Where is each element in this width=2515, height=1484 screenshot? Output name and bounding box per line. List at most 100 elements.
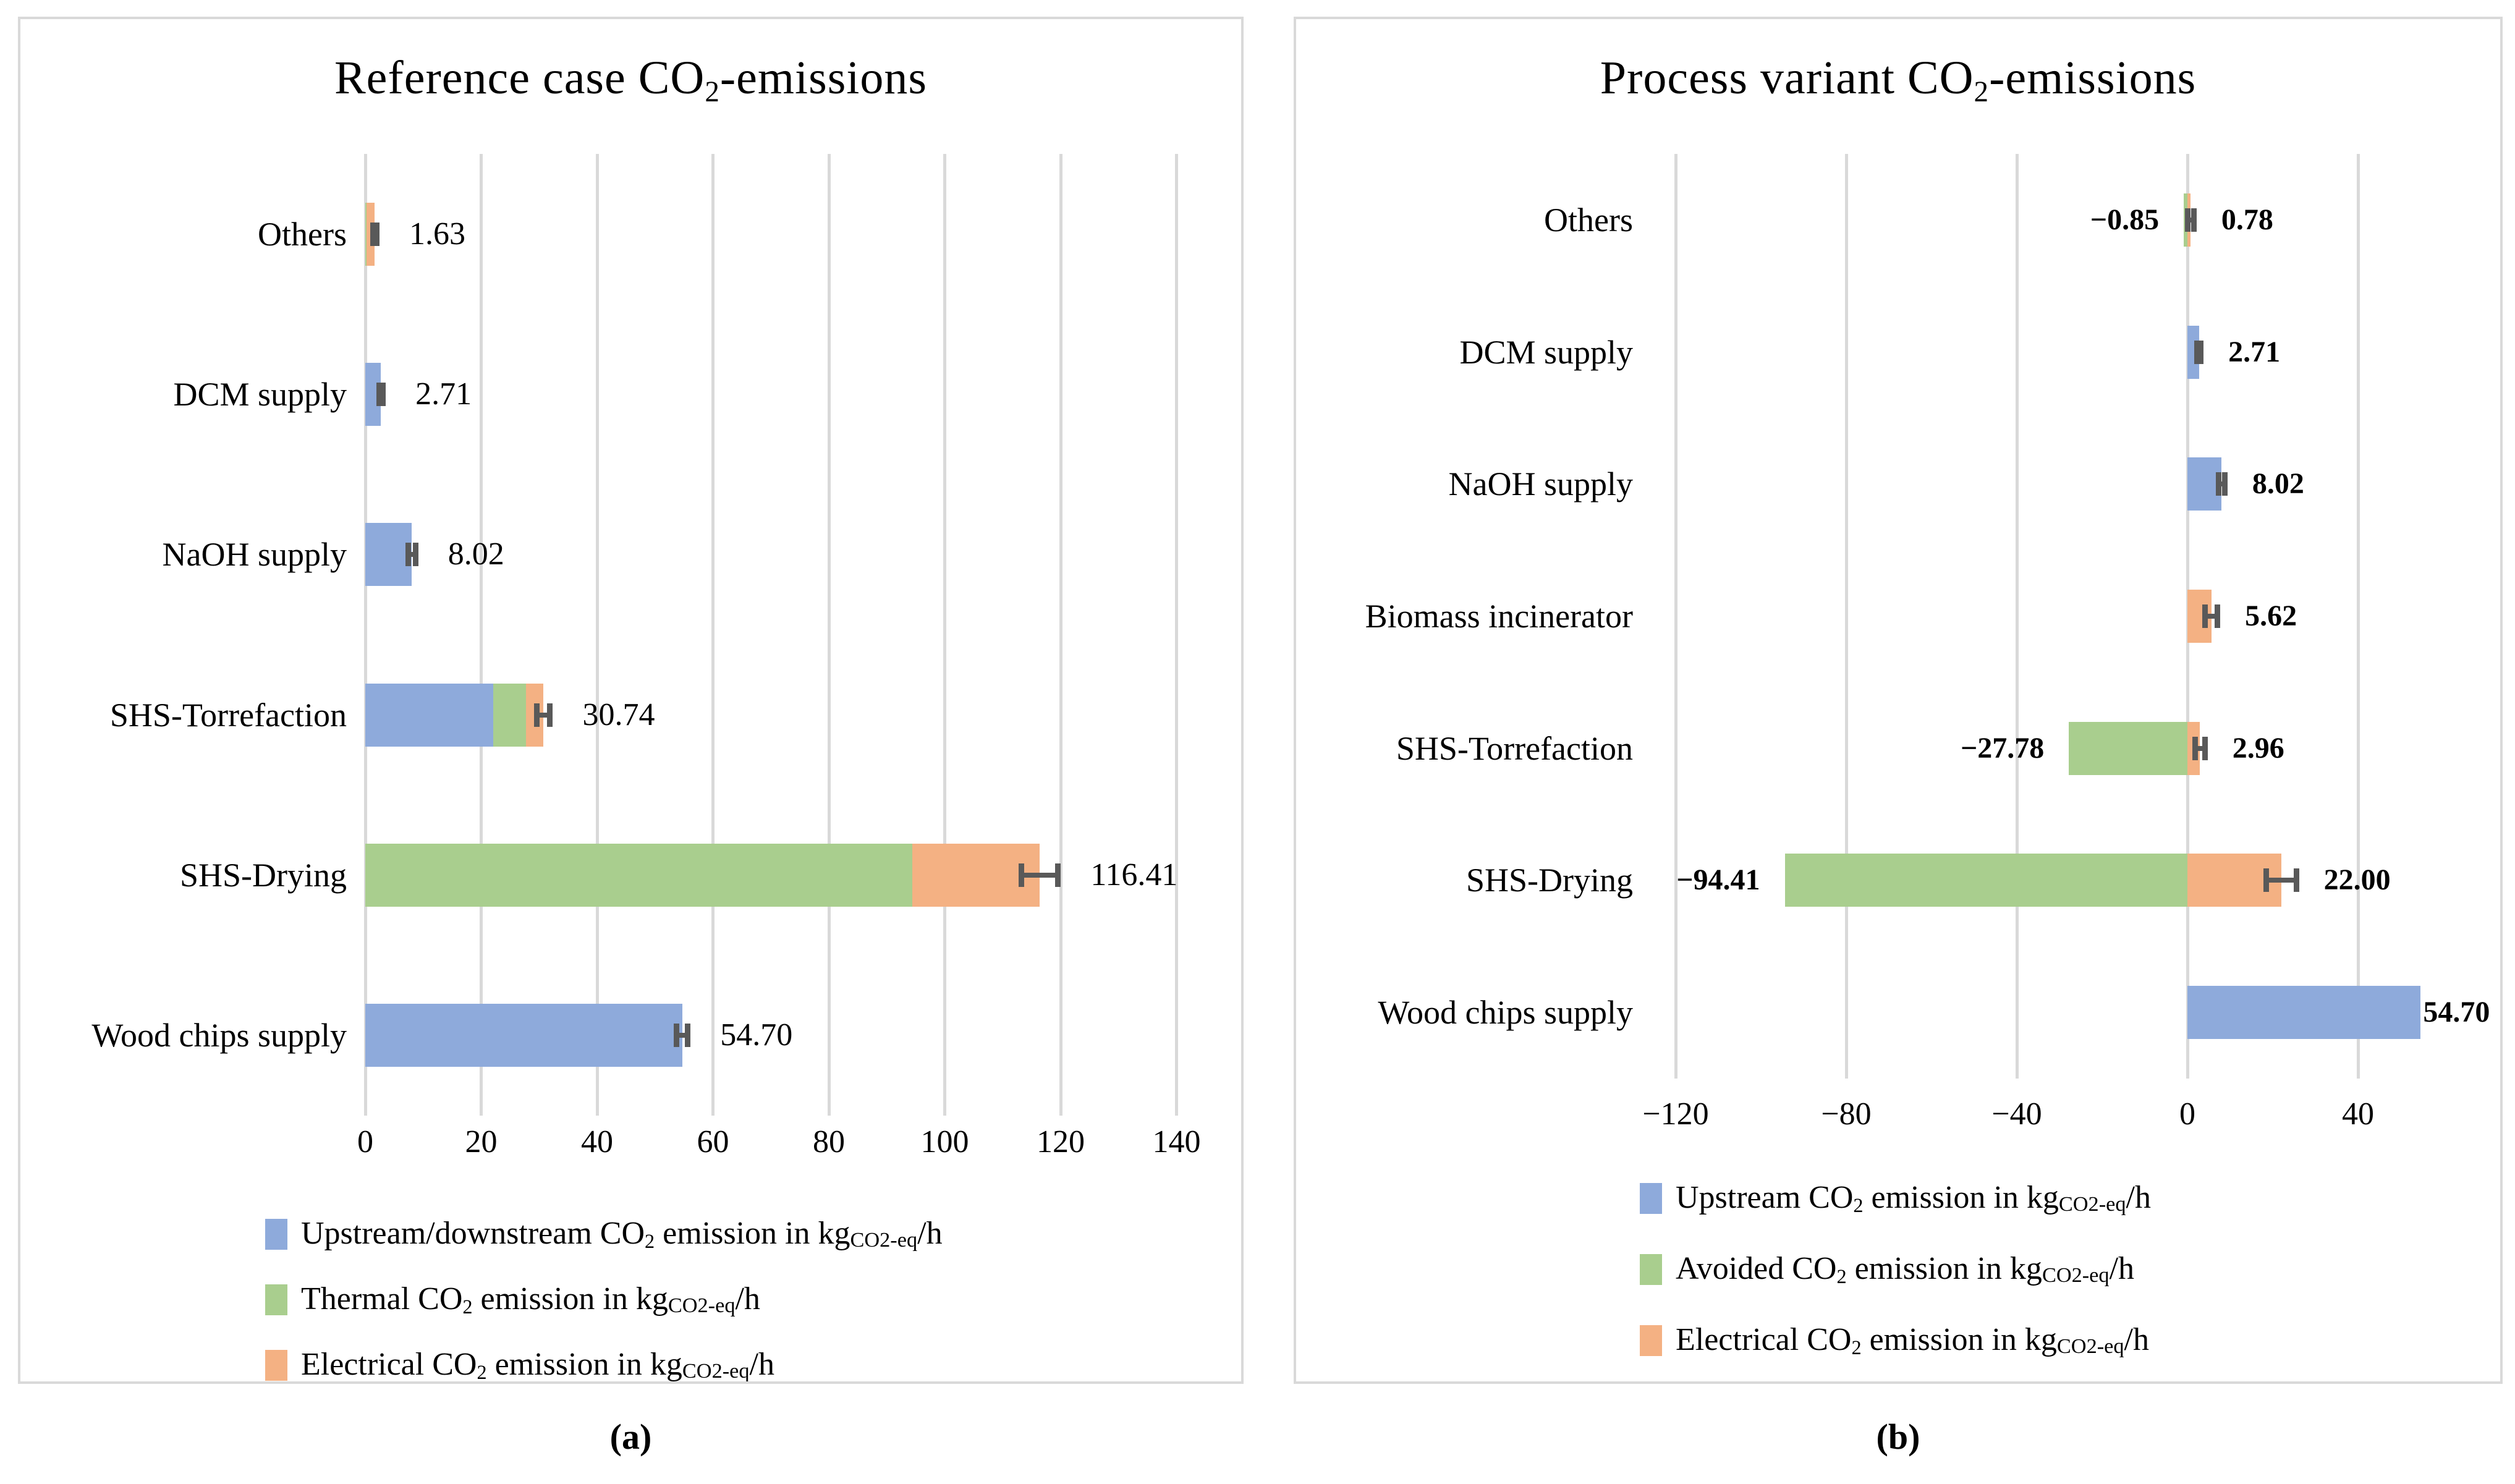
error-bar-cap-left	[370, 222, 376, 246]
legend-color-swatch-blue	[265, 1219, 287, 1250]
bar-segment-green	[365, 202, 367, 266]
bar-segment-blue	[365, 1004, 682, 1067]
legend-color-swatch-green	[265, 1284, 287, 1315]
x-axis-tick-label: 20	[465, 1124, 498, 1160]
chart-title-b-post: -emissions	[1989, 52, 2197, 104]
gridline-40	[2356, 154, 2360, 1079]
category-label: SHS-Torrefaction	[1396, 729, 1633, 767]
error-bar-cap-right	[412, 543, 418, 567]
value-label: 2.71	[2228, 335, 2281, 368]
legend-label-text: /h	[749, 1347, 774, 1383]
error-bar	[674, 1024, 691, 1048]
bar-segment-blue	[2187, 986, 2421, 1040]
value-label: 1.63	[409, 216, 466, 252]
error-bar	[2194, 340, 2204, 364]
legend-label-text: emission in kg	[1846, 1251, 2042, 1287]
value-label: 22.00	[2323, 863, 2391, 897]
error-bar-line	[405, 552, 418, 558]
category-label: NaOH supply	[162, 536, 347, 574]
negative-value-label: −27.78	[1960, 731, 2045, 765]
error-bar	[376, 383, 386, 406]
category-label: Wood chips supply	[91, 1017, 347, 1054]
error-bar-cap-left	[2192, 736, 2199, 760]
error-bar-line	[533, 712, 553, 718]
legend-label-text: /h	[917, 1216, 943, 1252]
x-axis-tick-label: 0	[357, 1124, 373, 1160]
error-bar-cap-right	[2215, 604, 2221, 628]
legend-label-lg-sub: 2	[645, 1230, 655, 1253]
legend-label-lg-unit: CO2-eq	[2056, 1334, 2124, 1359]
legend-label-text: emission in kg	[1861, 1322, 2057, 1358]
error-bar-cap-right	[547, 703, 553, 727]
error-bar-cap-left	[1019, 863, 1025, 887]
error-bar-cap-right	[2198, 340, 2204, 364]
value-label: 54.70	[2423, 996, 2490, 1029]
error-bar	[2184, 208, 2197, 232]
legend-item-green: Avoided CO2 emission in kgCO2-eq/h	[1640, 1250, 2134, 1289]
x-axis-tick-label: 40	[2342, 1096, 2374, 1132]
error-bar	[2263, 868, 2299, 893]
category-label: SHS-Drying	[179, 857, 347, 894]
x-axis-tick-label: 80	[813, 1124, 845, 1160]
error-bar-line	[674, 1033, 691, 1038]
legend-color-swatch-green	[1640, 1254, 1662, 1285]
legend-item-green: Thermal CO2 emission in kgCO2-eq/h	[265, 1280, 760, 1320]
legend-item-orange: Electrical CO2 emission in kgCO2-eq/h	[1640, 1321, 2149, 1360]
legend-label-lg-sub: 2	[1853, 1194, 1864, 1217]
error-bar-cap-right	[2202, 736, 2208, 760]
error-bar-cap-left	[2184, 208, 2191, 232]
error-bar	[2192, 736, 2208, 760]
legend-label-text: /h	[2109, 1251, 2135, 1287]
legend-color-swatch-orange	[265, 1350, 287, 1381]
legend-item-blue: Upstream/downstream CO2 emission in kgCO…	[265, 1215, 943, 1254]
bar-segment-blue	[2187, 325, 2199, 379]
error-bar-cap-left	[2263, 868, 2269, 893]
value-label: 5.62	[2245, 600, 2297, 632]
chart-title-a-post: -emissions	[719, 52, 927, 104]
legend-label-text: /h	[735, 1281, 760, 1317]
error-bar	[533, 703, 553, 727]
x-axis-tick-label: 100	[920, 1124, 969, 1160]
value-label: 8.02	[2252, 467, 2304, 501]
legend-label-lg-unit: CO2-eq	[850, 1228, 918, 1252]
error-bar-cap-left	[2202, 604, 2208, 628]
x-axis-tick-label: 120	[1037, 1124, 1085, 1160]
gridline-100	[943, 154, 946, 1116]
chart-title-b-pre: Process variant CO	[1600, 52, 1974, 104]
error-bar-cap-right	[685, 1024, 691, 1048]
error-bar-cap-right	[2191, 208, 2197, 232]
gridline-60	[711, 154, 715, 1116]
value-label: 2.96	[2232, 731, 2284, 765]
legend-label-lg-sub: 2	[462, 1295, 473, 1318]
legend-label: Electrical CO2 emission in kgCO2-eq/h	[1676, 1321, 2149, 1359]
subfigure-caption-b: (b)	[1876, 1417, 1920, 1457]
legend-label: Electrical CO2 emission in kgCO2-eq/h	[301, 1346, 774, 1384]
legend-label-text: /h	[2124, 1322, 2149, 1358]
category-label: DCM supply	[1459, 333, 1633, 371]
bar-segment-green	[1784, 854, 2187, 907]
chart-panel-process-variant: Process variant CO2-emissions −120 −80 −40…	[1294, 17, 2503, 1384]
legend-label-lg-sub: 2	[1851, 1336, 1862, 1359]
error-bar	[1019, 863, 1061, 887]
negative-value-label: −94.41	[1676, 863, 1760, 897]
gridline-120	[1059, 154, 1062, 1116]
value-label: 2.71	[415, 376, 472, 412]
category-label: Others	[1544, 201, 1633, 239]
error-bar	[2202, 604, 2221, 628]
error-bar-cap-left	[674, 1024, 680, 1048]
category-label: Wood chips supply	[1378, 994, 1633, 1032]
subfigure-caption-a: (a)	[609, 1417, 652, 1457]
legend-label-lg-sub: 2	[477, 1361, 487, 1384]
legend-label-text: emission in kg	[486, 1347, 682, 1383]
bar-segment-orange	[912, 844, 1040, 907]
legend-label: Upstream CO2 emission in kgCO2-eq/h	[1676, 1179, 2151, 1217]
error-bar-line	[2192, 745, 2208, 751]
gridline--120	[1674, 154, 1677, 1079]
value-label: 30.74	[582, 697, 655, 732]
legend-label-text: emission in kg	[1863, 1180, 2059, 1216]
legend-label-text: Upstream CO	[1676, 1180, 1854, 1216]
legend-label: Upstream/downstream CO2 emission in kgCO…	[301, 1215, 943, 1253]
chart-panel-reference-case: Reference case CO2-emissions 0 20 40 60 80 10…	[18, 17, 1244, 1384]
error-bar-cap-right	[380, 383, 386, 406]
